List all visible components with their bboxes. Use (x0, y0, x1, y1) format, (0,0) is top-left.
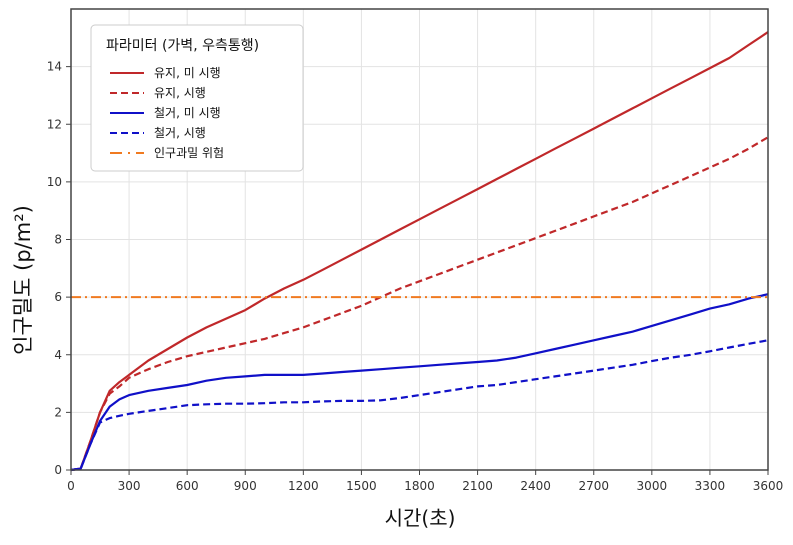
x-tick-label: 2100 (462, 479, 493, 493)
y-tick-label: 12 (47, 117, 62, 131)
legend-title: 파라미터 (가벽, 우측통행) (106, 38, 259, 54)
x-tick-label: 3000 (637, 479, 668, 493)
y-tick-label: 10 (47, 175, 62, 189)
legend-label: 철거, 시행 (154, 125, 206, 140)
legend-label: 철거, 미 시행 (154, 105, 221, 120)
x-tick-label: 0 (67, 479, 75, 493)
x-tick-label: 3600 (753, 479, 784, 493)
series-maintain-not-applied (70, 31, 769, 472)
y-axis-ticks: 0 2 4 6 8 10 12 14 (47, 60, 71, 477)
legend-label: 유지, 시행 (154, 85, 206, 100)
x-axis-ticks: 0 300 600 900 1200 1500 1800 2100 2400 2700 3000 33… (67, 470, 783, 493)
legend-label: 인구과밀 위험 (154, 146, 224, 160)
y-tick-label: 14 (47, 60, 62, 74)
x-tick-label: 1800 (404, 479, 435, 493)
x-tick-label: 2700 (578, 479, 609, 493)
x-tick-label: 2400 (520, 479, 551, 493)
y-tick-label: 0 (54, 463, 62, 477)
x-tick-label: 1200 (288, 479, 319, 493)
x-axis-title: 시간(초) (385, 506, 456, 530)
legend-label: 유지, 미 시행 (154, 65, 221, 80)
series-maintain-applied (70, 136, 769, 472)
y-tick-label: 4 (54, 348, 62, 362)
x-tick-label: 3300 (695, 479, 726, 493)
x-tick-label: 900 (234, 479, 257, 493)
y-tick-label: 8 (54, 233, 62, 247)
y-tick-label: 2 (54, 405, 62, 419)
x-tick-label: 300 (118, 479, 141, 493)
legend-box (90, 24, 304, 172)
series-remove-applied (70, 339, 769, 472)
data-series (70, 31, 769, 472)
y-axis-title: 인구밀도 (p/m²) (11, 205, 35, 355)
y-tick-label: 6 (54, 290, 62, 304)
x-tick-label: 600 (176, 479, 199, 493)
series-remove-not-applied (70, 293, 769, 472)
x-tick-label: 1500 (346, 479, 377, 493)
